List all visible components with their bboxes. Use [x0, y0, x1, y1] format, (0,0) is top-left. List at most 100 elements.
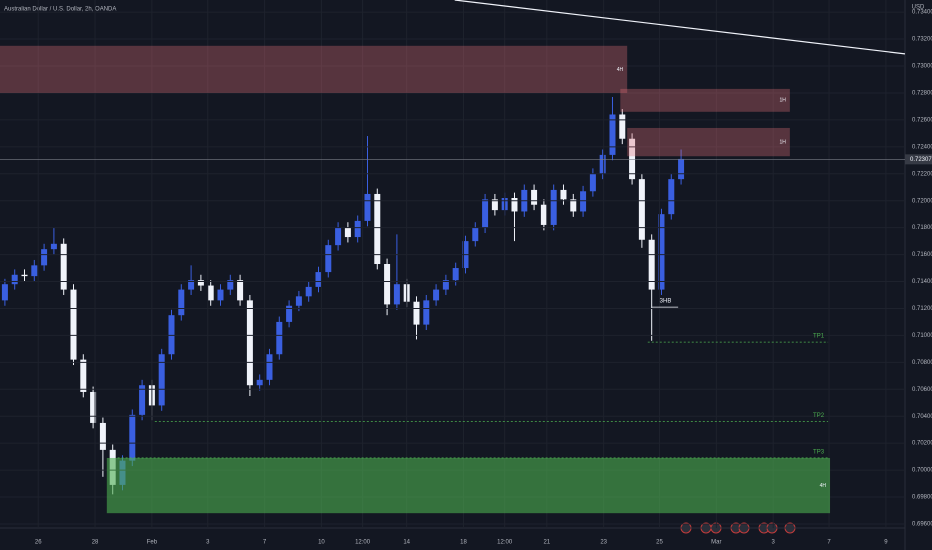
x-tick-label: 18 [460, 540, 467, 546]
candle-body [364, 193, 371, 221]
candle-body [678, 158, 685, 180]
y-tick-label: 0.72800 [912, 91, 932, 97]
candle-body [99, 422, 106, 450]
x-tick-label: 7 [263, 540, 267, 546]
candle-body [452, 268, 459, 281]
candle-body [11, 274, 18, 285]
candle-body [335, 227, 342, 246]
candle-body [570, 199, 577, 212]
level-label: 3HB [660, 299, 672, 305]
candle-body [70, 289, 77, 360]
candle-body [168, 315, 175, 355]
x-tick-label: 23 [600, 540, 607, 546]
last-price-label: 0.72307 [910, 157, 932, 163]
candle-body [638, 179, 645, 240]
candle-body [50, 243, 57, 250]
zone [627, 127, 790, 157]
x-tick-label: 12:00 [497, 540, 513, 546]
y-tick-label: 0.71400 [912, 279, 932, 285]
candle-body [21, 274, 28, 277]
candle-body [658, 214, 665, 290]
candle-body [472, 227, 479, 242]
x-tick-label: 25 [656, 540, 663, 546]
candle-body [305, 286, 312, 297]
candle-body [129, 414, 136, 461]
zone-label: 1H [779, 98, 786, 104]
y-tick-label: 0.70000 [912, 468, 932, 474]
candle-body [188, 280, 195, 290]
candle-body [511, 198, 518, 212]
candle-body [413, 301, 420, 325]
candle-body [197, 280, 204, 286]
y-tick-label: 0.72200 [912, 171, 932, 177]
candle-body [354, 220, 361, 238]
y-tick-label: 0.73400 [912, 10, 932, 16]
candle-body [344, 227, 351, 238]
zone-label: 1H [779, 139, 786, 145]
candle-body [80, 359, 87, 392]
candle-body [227, 280, 234, 290]
candle-body [286, 305, 293, 322]
candle-body [207, 285, 214, 301]
x-tick-label: 3 [772, 540, 776, 546]
x-tick-label: 12:00 [355, 540, 371, 546]
x-tick-label: Mar [711, 540, 721, 546]
x-tick-label: 14 [403, 540, 410, 546]
candle-body [393, 284, 400, 305]
level-label: TP3 [813, 450, 825, 456]
candle-body [178, 289, 185, 316]
x-tick-label: 9 [884, 540, 888, 546]
candle-body [384, 264, 391, 305]
candle-body [609, 114, 616, 155]
zone-label: 4H [617, 67, 624, 73]
y-tick-label: 0.71800 [912, 225, 932, 231]
candle-body [648, 239, 655, 290]
candle-body [442, 280, 449, 290]
trend-line [454, 0, 906, 55]
candle-body [31, 265, 38, 277]
x-tick-label: 26 [35, 540, 42, 546]
zone [0, 45, 628, 93]
candle-body [550, 189, 557, 225]
candle-body [246, 300, 253, 386]
y-tick-label: 0.69600 [912, 522, 932, 528]
y-tick-label: 0.72400 [912, 144, 932, 150]
candle-body [629, 138, 636, 180]
candle-body [256, 379, 263, 386]
x-tick-label: 28 [92, 540, 99, 546]
x-tick-label: 21 [543, 540, 550, 546]
candle-body [668, 179, 675, 215]
y-tick-label: 0.69800 [912, 495, 932, 501]
x-tick-label: 7 [827, 540, 831, 546]
y-tick-label: 0.71000 [912, 333, 932, 339]
level-label: TP1 [813, 334, 825, 340]
candle-body [540, 204, 547, 225]
y-tick-label: 0.71600 [912, 252, 932, 258]
y-tick-label: 0.70400 [912, 414, 932, 420]
candle-body [90, 391, 97, 423]
zone-label: 4H [820, 483, 827, 489]
zone [106, 457, 831, 514]
candle-body [374, 193, 381, 264]
candle-body [325, 245, 332, 273]
y-tick-label: 0.70600 [912, 387, 932, 393]
x-tick-label: 3 [206, 540, 210, 546]
candle-body [531, 189, 538, 205]
candle-body [315, 272, 322, 287]
candle-body [560, 189, 567, 200]
candle-body [599, 154, 606, 174]
zone [620, 88, 790, 112]
candle-body [482, 199, 489, 228]
candle-body [266, 354, 273, 380]
y-tick-label: 0.72000 [912, 198, 932, 204]
candle-body [276, 321, 283, 355]
candle-body [217, 289, 224, 301]
candle-body [139, 385, 146, 415]
y-axis-label: USD [912, 5, 925, 11]
candle-body [158, 354, 165, 406]
candle-body [60, 243, 67, 290]
candle-body [619, 114, 626, 139]
level-label: TP2 [813, 413, 825, 419]
candle-body [491, 199, 498, 211]
